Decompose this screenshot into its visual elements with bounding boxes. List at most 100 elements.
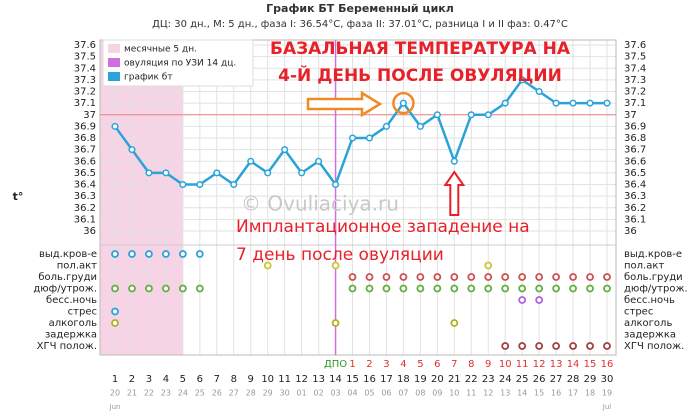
symptom-dot (552, 284, 561, 293)
x-tick-label: 15 (346, 374, 359, 385)
symptom-dot (484, 273, 493, 281)
dpo-label: 8 (468, 359, 474, 370)
date-label: 02 (313, 389, 323, 398)
symptom-label-right: выд.кров-е (624, 249, 682, 260)
temperature-point (586, 99, 594, 107)
symptom-dot (433, 284, 442, 293)
symptom-dot (467, 273, 476, 281)
y-tick-label-right: 36.5 (624, 168, 646, 179)
y-tick-label: 36.9 (74, 121, 96, 132)
symptom-dot (399, 273, 408, 281)
chart-subtitle: ДЦ: 30 дн., М: 5 дн., фаза I: 36.54°С, ф… (152, 19, 568, 30)
date-label: 07 (398, 389, 408, 398)
temperature-point (382, 122, 390, 130)
date-label: 11 (466, 389, 476, 398)
x-tick-label: 22 (465, 374, 478, 385)
symptom-dot (433, 273, 442, 281)
temperature-point (179, 180, 187, 189)
y-tick-label-right: 36.9 (624, 121, 646, 132)
y-tick-label: 37.1 (74, 98, 96, 109)
date-label: 16 (551, 389, 561, 398)
date-label: 04 (347, 389, 357, 398)
y-tick-label-right: 37.3 (624, 75, 646, 86)
x-tick-label: 9 (248, 374, 254, 385)
legend-swatch (108, 44, 120, 53)
implant-note: 7 день после овуляции (236, 245, 444, 265)
temperature-point (416, 122, 424, 130)
dpo-label: 4 (400, 359, 406, 370)
symptom-label-right: ХГЧ полож. (624, 341, 684, 352)
symptom-dot (535, 342, 544, 350)
temperature-point (264, 169, 272, 177)
legend-box (102, 39, 254, 87)
symptom-dot (569, 284, 577, 293)
symptom-label-right: алкоголь (624, 318, 672, 329)
x-tick-label: 6 (197, 374, 203, 385)
symptom-dot (586, 342, 594, 350)
symptom-label-right: задержка (624, 330, 676, 341)
y-tick-label: 36.1 (74, 214, 96, 225)
y-tick-label: 36.2 (74, 203, 96, 214)
y-tick-label-right: 36.6 (624, 156, 646, 167)
symptom-label: бесс.ночь (46, 295, 97, 306)
y-tick-label-right: 37.1 (624, 98, 646, 109)
headline: 4-Й ДЕНЬ ПОСЛЕ ОВУЛЯЦИИ (278, 64, 562, 86)
symptom-dot (569, 273, 577, 281)
x-tick-label: 14 (329, 374, 342, 385)
x-tick-label: 27 (550, 374, 563, 385)
y-tick-label: 36.5 (74, 168, 96, 179)
temperature-point (518, 76, 526, 84)
symptom-label: боль.груди (38, 272, 97, 283)
month-label: Jun (109, 403, 121, 411)
x-tick-label: 29 (584, 374, 597, 385)
symptom-dot (111, 319, 119, 327)
x-tick-label: 13 (312, 374, 325, 385)
date-label: 25 (195, 389, 205, 398)
y-tick-label: 37.3 (74, 75, 96, 86)
dpo-label: 3 (383, 359, 389, 370)
x-tick-label: 30 (601, 374, 614, 385)
dpo-label: ДПО (324, 359, 347, 370)
y-tick-label-right: 36.4 (624, 180, 646, 191)
y-tick-label-right: 37 (624, 110, 637, 121)
date-label: 22 (144, 389, 154, 398)
dpo-label: 10 (499, 359, 512, 370)
x-tick-label: 12 (295, 374, 308, 385)
highlight-circle (392, 91, 415, 115)
symptom-dot (348, 284, 357, 293)
temperature-point (569, 99, 577, 107)
dpo-label: 7 (451, 359, 457, 370)
symptom-dot (603, 284, 611, 293)
y-tick-label-right: 37.6 (624, 40, 646, 51)
x-tick-label: 8 (231, 374, 237, 385)
symptom-dot (331, 261, 340, 270)
symptom-label: ХГЧ полож. (37, 341, 97, 352)
y-tick-label-right: 36 (624, 226, 637, 237)
symptom-dot (603, 342, 611, 350)
y-axis-label: t° (13, 190, 24, 203)
symptom-dot (128, 284, 136, 293)
symptom-dot (450, 319, 459, 327)
date-label: 09 (432, 389, 442, 398)
temperature-point (365, 134, 374, 142)
x-tick-label: 3 (146, 374, 152, 385)
symptom-label-right: дюф/утрож. (624, 284, 688, 295)
implant-arrow (443, 170, 466, 216)
temperature-point (196, 180, 204, 189)
dpo-label: 6 (434, 359, 440, 370)
symptom-dot (518, 342, 527, 350)
date-label: 21 (127, 389, 137, 398)
y-tick-label-right: 36.2 (624, 203, 646, 214)
date-label: 15 (534, 389, 544, 398)
symptom-label: алкоголь (49, 318, 97, 329)
temperature-point (450, 157, 458, 165)
temperature-point (247, 157, 255, 165)
symptom-dot (145, 250, 153, 258)
symptom-dot (331, 319, 340, 327)
temperature-point (111, 122, 119, 130)
symptom-dot (450, 273, 459, 281)
symptom-dot (518, 284, 527, 293)
symptom-dot (586, 273, 594, 281)
x-tick-label: 26 (533, 374, 546, 385)
